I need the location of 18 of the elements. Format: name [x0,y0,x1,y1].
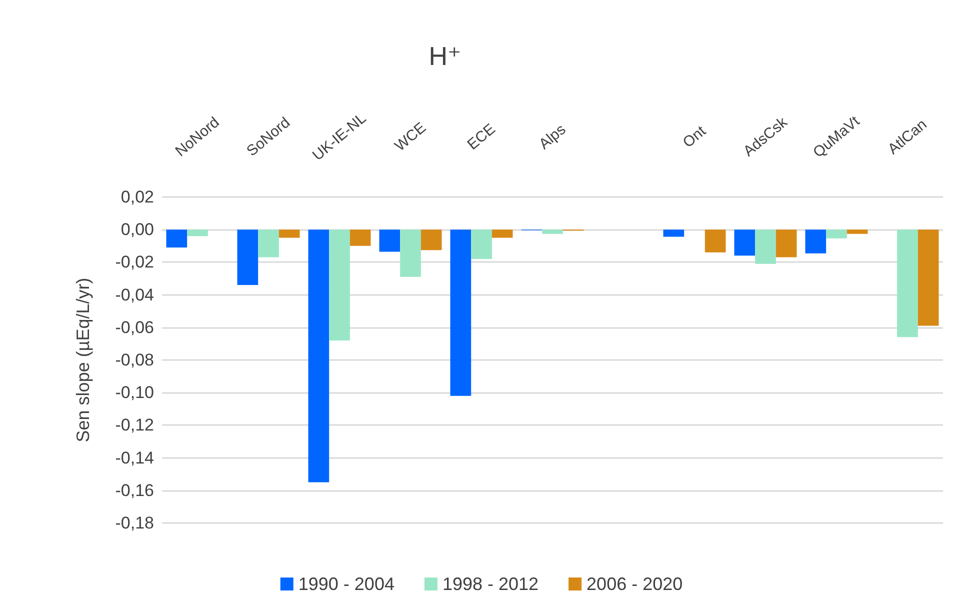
y-tick-label: -0,06 [115,318,154,337]
chart-title: H⁺ [428,41,462,71]
y-tick-label: -0,04 [115,285,154,304]
y-tick-label: -0,16 [115,480,154,500]
y-tick-label: -0,02 [115,252,154,272]
y-tick-label: 0,00 [120,220,154,240]
y-tick-label: -0,08 [115,350,154,370]
y-tick-label: -0,12 [115,416,154,435]
x-tick-label: Ont [680,122,710,152]
y-tick-label: 0,02 [120,188,154,206]
y-tick-label: -0,14 [115,448,154,468]
legend-label: 2006 - 2020 [586,574,683,594]
legend-label: 1998 - 2012 [442,574,539,594]
y-axis-title: Sen slope (µEq/L/yr) [73,278,93,442]
y-tick-label: -0,10 [115,383,154,402]
y-tick-label: -0,18 [115,514,154,532]
x-tick-label: Alps [536,121,570,153]
legend-label: 1990 - 2004 [298,574,394,594]
